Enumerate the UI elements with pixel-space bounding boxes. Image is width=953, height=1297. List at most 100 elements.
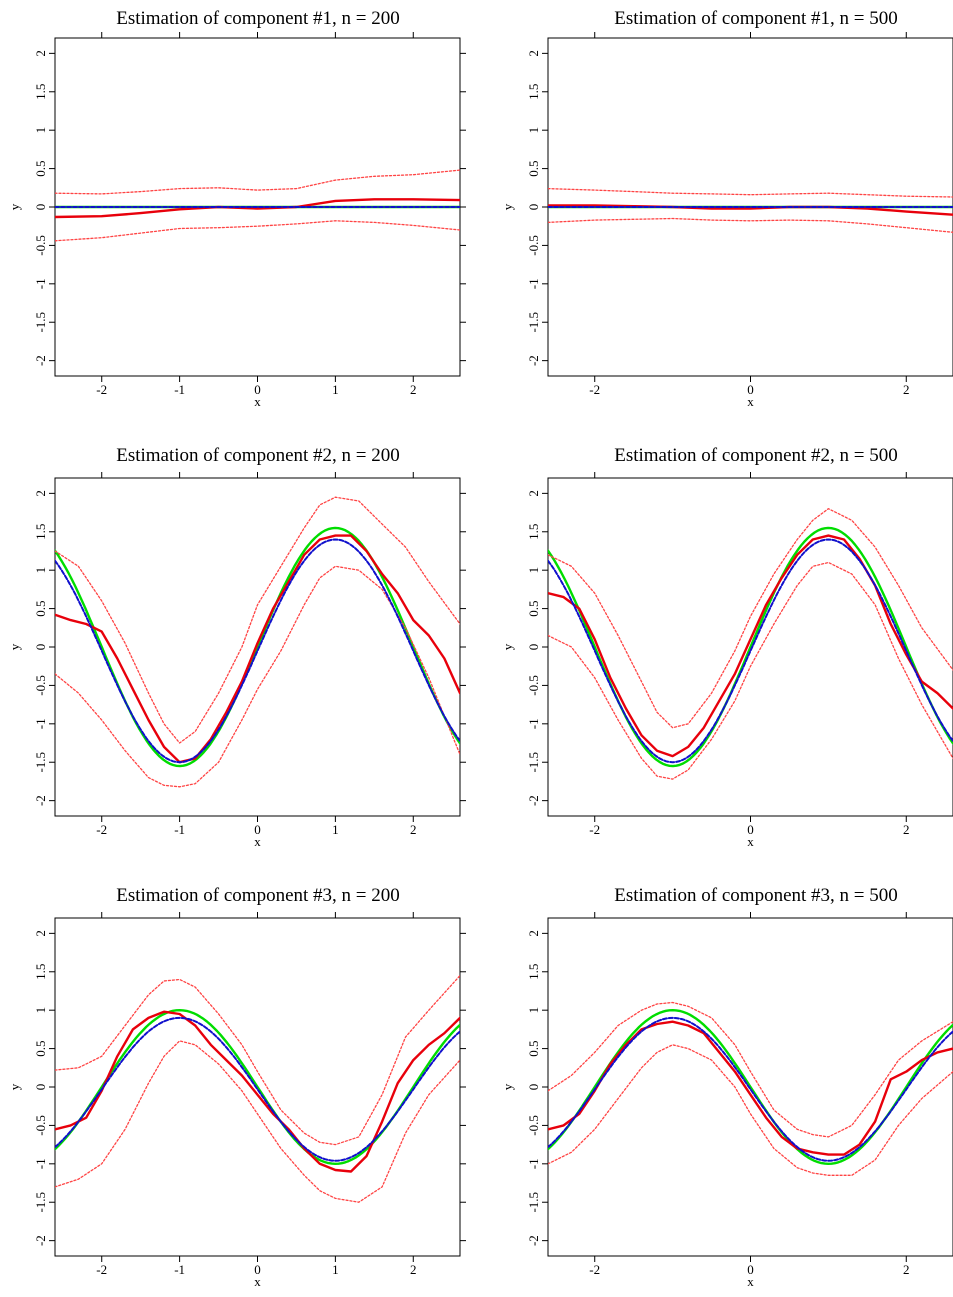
y-tick-label: 1.5 <box>33 964 48 980</box>
y-tick-label: -1.5 <box>526 1192 541 1213</box>
y-tick-label: -1.5 <box>33 752 48 773</box>
y-axis-label: y <box>500 643 515 650</box>
y-tick-label: -1 <box>526 278 541 289</box>
y-tick-label: 1.5 <box>33 524 48 540</box>
series-upper-band <box>55 496 460 744</box>
series-upper-band <box>55 169 460 195</box>
x-axis-label: x <box>254 834 261 849</box>
series-mean <box>55 1016 460 1162</box>
y-tick-label: 1 <box>526 567 541 574</box>
x-tick-label: 2 <box>903 382 910 397</box>
y-tick-label: -2 <box>526 355 541 366</box>
y-tick-label: 0.5 <box>526 160 541 176</box>
panel-component-2-n500: Estimation of component #2, n = 500 -2 0 2… <box>500 445 953 849</box>
series-mean <box>548 1016 953 1162</box>
series-estimate <box>548 204 953 216</box>
chart-title: Estimation of component #1, n = 200 <box>116 8 400 29</box>
x-tick-label: -2 <box>589 822 600 837</box>
y-tick-label: 0 <box>33 644 48 651</box>
x-tick-label: 0 <box>747 822 754 837</box>
x-tick-label: -1 <box>174 822 185 837</box>
chart-title: Estimation of component #3, n = 200 <box>116 885 400 906</box>
y-tick-label: 1 <box>33 567 48 574</box>
series-lower-band <box>548 561 953 780</box>
y-tick-label: -1.5 <box>526 752 541 773</box>
y-tick-label: -0.5 <box>33 235 48 256</box>
series-group <box>548 508 953 780</box>
series-group <box>55 496 460 788</box>
x-tick-label: -2 <box>96 822 107 837</box>
y-tick-label: 2 <box>526 490 541 497</box>
x-tick-label: 0 <box>747 1262 754 1277</box>
x-axis-label: x <box>254 394 261 409</box>
y-tick-label: 2 <box>33 50 48 57</box>
x-tick-label: 1 <box>332 1262 339 1277</box>
panel-component-3-n200: Estimation of component #3, n = 200 -2 -1… <box>7 885 466 1289</box>
series-group <box>55 169 460 242</box>
y-tick-label: -1 <box>33 1158 48 1169</box>
y-tick-label: 0.5 <box>526 1040 541 1056</box>
x-tick-label: 1 <box>332 822 339 837</box>
series-lower-band <box>548 1044 953 1176</box>
chart-title: Estimation of component #3, n = 500 <box>614 885 898 906</box>
y-tick-label: 1 <box>33 127 48 134</box>
series-group <box>55 974 460 1203</box>
series-truth <box>55 526 460 768</box>
x-tick-label: 0 <box>254 1262 261 1277</box>
series-lower-band <box>55 565 460 788</box>
y-tick-label: 0 <box>33 204 48 211</box>
x-tick-label: 0 <box>747 382 754 397</box>
chart-title: Estimation of component #1, n = 500 <box>614 8 898 29</box>
panel-component-2-n200: Estimation of component #2, n = 200 -2 -1… <box>7 445 466 849</box>
x-tick-label: -2 <box>96 1262 107 1277</box>
x-tick-label: 2 <box>903 822 910 837</box>
y-tick-label: 1 <box>526 1007 541 1014</box>
y-axis-label: y <box>7 203 22 210</box>
y-tick-label: -1 <box>526 718 541 729</box>
y-tick-label: -0.5 <box>33 675 48 696</box>
x-axis-label: x <box>747 394 754 409</box>
y-tick-label: 0.5 <box>33 1040 48 1056</box>
panel-component-3-n500: Estimation of component #3, n = 500 -2 0 2… <box>500 885 953 1289</box>
y-tick-label: -2 <box>526 1235 541 1246</box>
y-tick-label: 2 <box>33 930 48 937</box>
y-tick-label: -0.5 <box>33 1115 48 1136</box>
y-tick-label: -1 <box>33 718 48 729</box>
x-tick-label: 2 <box>410 822 417 837</box>
y-tick-label: -1.5 <box>33 312 48 333</box>
y-tick-label: 2 <box>33 490 48 497</box>
y-axis-label: y <box>7 1083 22 1090</box>
x-tick-label: 2 <box>903 1262 910 1277</box>
y-tick-label: 1.5 <box>526 84 541 100</box>
series-lower-band <box>548 217 953 233</box>
series-truth <box>548 526 953 768</box>
x-tick-label: -2 <box>589 382 600 397</box>
series-upper-band <box>55 974 460 1146</box>
y-tick-label: 1 <box>33 1007 48 1014</box>
x-tick-label: 1 <box>332 382 339 397</box>
y-tick-label: 0 <box>526 644 541 651</box>
y-tick-label: -2 <box>33 795 48 806</box>
panel-component-1-n200: Estimation of component #1, n = 200 -2 -1… <box>7 8 466 409</box>
y-tick-label: -1 <box>526 1158 541 1169</box>
series-mean <box>55 538 460 764</box>
x-tick-label: 0 <box>254 822 261 837</box>
series-estimate <box>55 198 460 219</box>
y-tick-label: -2 <box>33 1235 48 1246</box>
series-group <box>548 187 953 233</box>
series-upper-band <box>548 1001 953 1138</box>
series-truth <box>55 1009 460 1166</box>
chart-title: Estimation of component #2, n = 200 <box>116 445 400 466</box>
x-tick-label: 2 <box>410 382 417 397</box>
panel-component-1-n500: Estimation of component #1, n = 500 -2 0 2… <box>500 8 953 409</box>
series-estimate <box>55 534 460 764</box>
y-tick-label: 1.5 <box>526 524 541 540</box>
series-estimate <box>548 1020 953 1156</box>
series-truth <box>548 1009 953 1166</box>
y-axis-label: y <box>500 1083 515 1090</box>
series-upper-band <box>548 187 953 198</box>
x-tick-label: -1 <box>174 382 185 397</box>
y-tick-label: 2 <box>526 930 541 937</box>
series-estimate <box>55 1010 460 1173</box>
